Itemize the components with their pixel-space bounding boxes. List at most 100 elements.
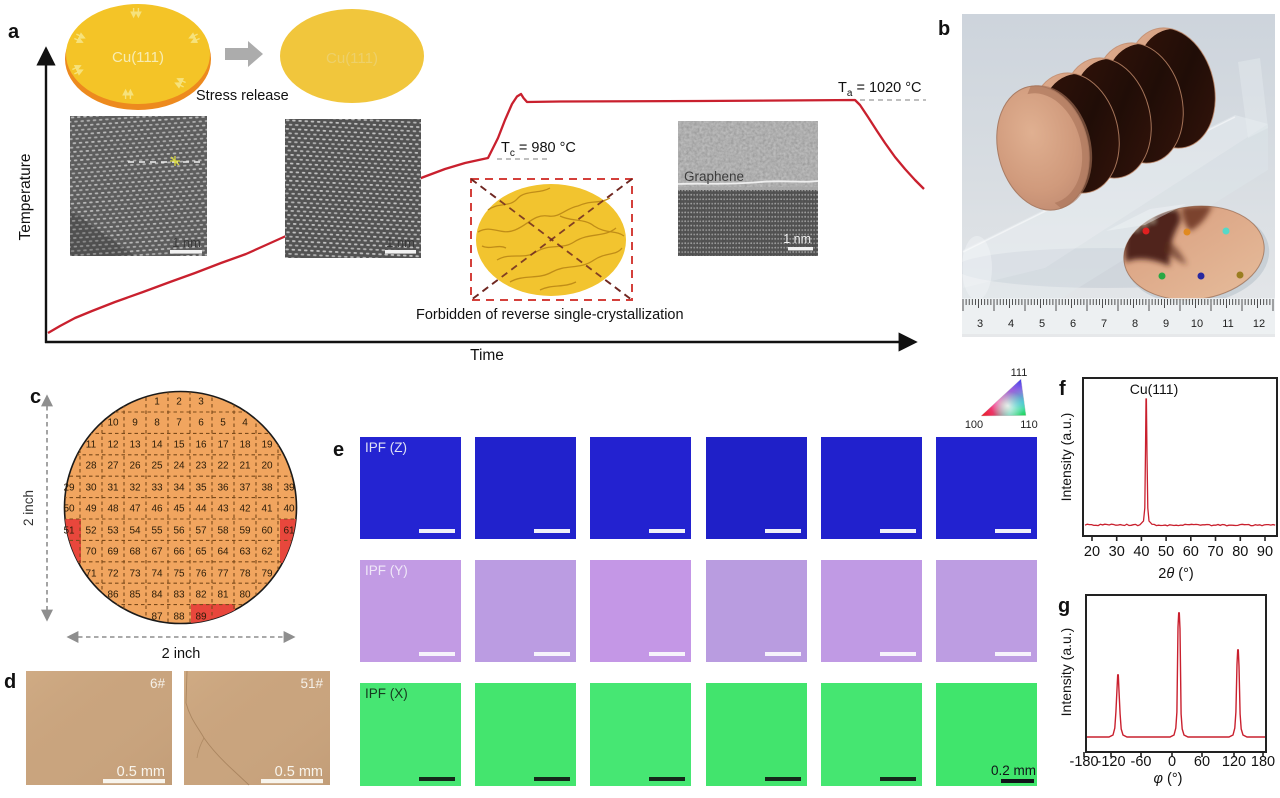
svg-text:IPF (X): IPF (X)	[365, 686, 408, 701]
svg-text:d: d	[4, 671, 16, 693]
svg-text:60: 60	[261, 526, 273, 537]
svg-text:70: 70	[1207, 544, 1223, 560]
svg-text:71: 71	[85, 569, 97, 580]
svg-text:62: 62	[261, 547, 273, 558]
svg-text:69: 69	[107, 547, 119, 558]
svg-text:45: 45	[173, 504, 185, 515]
svg-text:22: 22	[217, 461, 229, 472]
svg-text:50: 50	[1158, 544, 1174, 560]
svg-text:Intensity (a.u.): Intensity (a.u.)	[1058, 628, 1074, 717]
svg-text:Temperature: Temperature	[17, 153, 34, 240]
svg-text:11: 11	[86, 440, 97, 451]
svg-text:55: 55	[151, 526, 163, 537]
svg-text:180: 180	[1251, 754, 1275, 770]
svg-text:0: 0	[1168, 754, 1176, 770]
svg-text:58: 58	[217, 526, 229, 537]
svg-text:Stress release: Stress release	[196, 88, 289, 104]
svg-text:4: 4	[242, 418, 248, 429]
svg-text:1 nm: 1 nm	[783, 232, 811, 246]
svg-text:φ (°): φ (°)	[1154, 771, 1183, 787]
svg-text:30: 30	[1109, 544, 1125, 560]
svg-text:27: 27	[107, 461, 119, 472]
svg-text:75: 75	[173, 569, 185, 580]
svg-text:12: 12	[107, 440, 119, 451]
svg-text:5: 5	[220, 418, 226, 429]
svg-text:c: c	[30, 386, 41, 408]
svg-text:47: 47	[129, 504, 141, 515]
svg-text:51#: 51#	[300, 676, 323, 691]
svg-text:Cu(111): Cu(111)	[1130, 381, 1179, 397]
svg-text:a: a	[8, 21, 20, 43]
svg-text:5: 5	[1039, 318, 1045, 330]
svg-text:67: 67	[151, 547, 163, 558]
svg-text:31: 31	[107, 483, 119, 494]
svg-text:Cu(111): Cu(111)	[326, 50, 378, 67]
svg-text:72: 72	[107, 569, 119, 580]
svg-text:39: 39	[283, 483, 295, 494]
svg-text:8: 8	[1132, 318, 1138, 330]
svg-text:37: 37	[239, 483, 251, 494]
svg-text:12: 12	[1253, 318, 1265, 330]
svg-text:23: 23	[195, 461, 207, 472]
svg-text:Graphene: Graphene	[684, 169, 744, 184]
svg-text:68: 68	[129, 547, 141, 558]
svg-text:26: 26	[129, 461, 141, 472]
svg-text:90: 90	[1257, 544, 1273, 560]
svg-text:10: 10	[1191, 318, 1203, 330]
svg-text:24: 24	[173, 461, 185, 472]
svg-text:42: 42	[239, 504, 251, 515]
svg-text:2 inch: 2 inch	[162, 646, 201, 662]
svg-text:Forbidden of reverse single-cr: Forbidden of reverse single-crystallizat…	[416, 307, 684, 323]
svg-text:64: 64	[217, 547, 229, 558]
svg-text:16: 16	[195, 440, 207, 451]
svg-text:20: 20	[1084, 544, 1100, 560]
svg-text:10: 10	[107, 418, 119, 429]
svg-text:0.2 mm: 0.2 mm	[991, 763, 1036, 778]
svg-text:-60: -60	[1131, 754, 1152, 770]
svg-text:61: 61	[283, 526, 295, 537]
svg-text:66: 66	[173, 547, 185, 558]
svg-text:IPF (Y): IPF (Y)	[365, 563, 408, 578]
svg-text:b: b	[938, 18, 950, 40]
svg-text:3: 3	[977, 318, 983, 330]
svg-text:40: 40	[283, 504, 295, 515]
svg-text:Intensity (a.u.): Intensity (a.u.)	[1058, 413, 1074, 502]
svg-text:-120: -120	[1096, 754, 1125, 770]
svg-text:50: 50	[63, 504, 75, 515]
svg-text:59: 59	[239, 526, 251, 537]
svg-text:7: 7	[176, 418, 182, 429]
svg-text:53: 53	[107, 526, 119, 537]
svg-text:40: 40	[1133, 544, 1149, 560]
svg-text:IPF (Z): IPF (Z)	[365, 440, 407, 455]
svg-text:86: 86	[107, 590, 119, 601]
svg-text:Ta = 1020 °C: Ta = 1020 °C	[838, 80, 922, 99]
svg-text:33: 33	[151, 483, 163, 494]
svg-text:7: 7	[1101, 318, 1107, 330]
svg-text:1 nm: 1 nm	[386, 235, 415, 250]
svg-text:48: 48	[107, 504, 119, 515]
svg-text:82: 82	[195, 590, 207, 601]
svg-text:e: e	[333, 439, 344, 461]
svg-text:f: f	[1059, 378, 1066, 400]
svg-text:14: 14	[151, 440, 163, 451]
svg-text:51: 51	[63, 526, 75, 537]
svg-text:15: 15	[173, 440, 185, 451]
svg-text:74: 74	[151, 569, 163, 580]
svg-text:80: 80	[239, 590, 251, 601]
svg-text:Cu(111): Cu(111)	[112, 49, 164, 66]
svg-text:76: 76	[195, 569, 207, 580]
svg-text:87: 87	[151, 612, 163, 623]
svg-text:88: 88	[173, 612, 185, 623]
svg-text:63: 63	[239, 547, 251, 558]
svg-text:17: 17	[217, 440, 229, 451]
svg-text:-180: -180	[1069, 754, 1098, 770]
svg-text:29: 29	[63, 483, 75, 494]
svg-text:73: 73	[129, 569, 141, 580]
svg-text:34: 34	[173, 483, 185, 494]
svg-text:83: 83	[173, 590, 185, 601]
svg-text:46: 46	[151, 504, 163, 515]
svg-text:110: 110	[1020, 419, 1038, 431]
svg-text:18: 18	[239, 440, 251, 451]
svg-text:65: 65	[195, 547, 207, 558]
svg-text:9: 9	[132, 418, 138, 429]
